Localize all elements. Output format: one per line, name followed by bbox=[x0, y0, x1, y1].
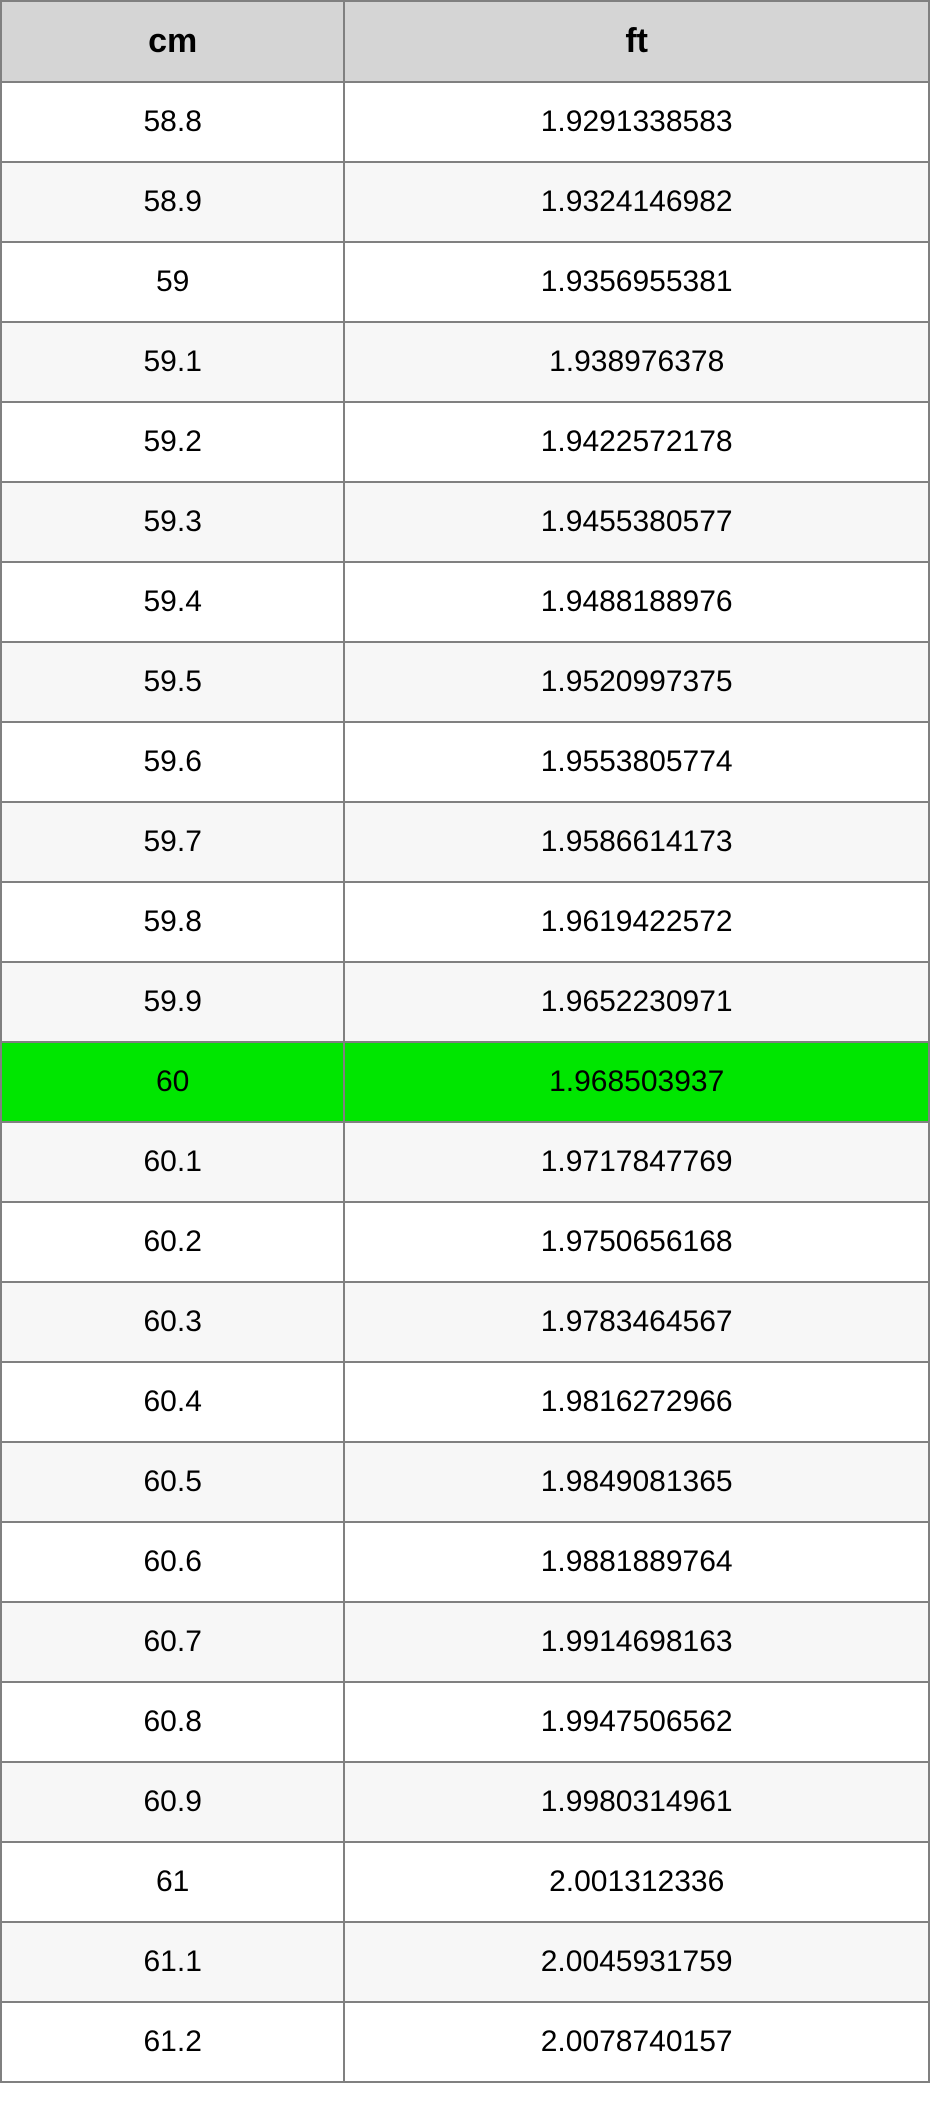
cell-ft: 1.9980314961 bbox=[344, 1762, 929, 1842]
cell-ft: 1.968503937 bbox=[344, 1042, 929, 1122]
table-row: 60.11.9717847769 bbox=[1, 1122, 929, 1202]
conversion-table: cm ft 58.81.929133858358.91.932414698259… bbox=[0, 0, 930, 2083]
cell-ft: 1.9586614173 bbox=[344, 802, 929, 882]
table-row: 612.001312336 bbox=[1, 1842, 929, 1922]
table-row: 61.12.0045931759 bbox=[1, 1922, 929, 2002]
cell-cm: 60.6 bbox=[1, 1522, 344, 1602]
cell-cm: 61.2 bbox=[1, 2002, 344, 2082]
cell-ft: 1.9422572178 bbox=[344, 402, 929, 482]
table-row: 59.61.9553805774 bbox=[1, 722, 929, 802]
cell-cm: 61.1 bbox=[1, 1922, 344, 2002]
cell-ft: 1.9914698163 bbox=[344, 1602, 929, 1682]
table-row: 59.71.9586614173 bbox=[1, 802, 929, 882]
cell-cm: 59.3 bbox=[1, 482, 344, 562]
table-row: 61.22.0078740157 bbox=[1, 2002, 929, 2082]
cell-ft: 1.9356955381 bbox=[344, 242, 929, 322]
table-row: 59.41.9488188976 bbox=[1, 562, 929, 642]
table-row: 60.81.9947506562 bbox=[1, 1682, 929, 1762]
table-row: 60.41.9816272966 bbox=[1, 1362, 929, 1442]
cell-ft: 1.9488188976 bbox=[344, 562, 929, 642]
cell-ft: 1.938976378 bbox=[344, 322, 929, 402]
cell-cm: 59.8 bbox=[1, 882, 344, 962]
cell-ft: 1.9291338583 bbox=[344, 82, 929, 162]
cell-cm: 59.4 bbox=[1, 562, 344, 642]
cell-ft: 1.9455380577 bbox=[344, 482, 929, 562]
cell-cm: 60.9 bbox=[1, 1762, 344, 1842]
cell-cm: 59.1 bbox=[1, 322, 344, 402]
cell-ft: 1.9881889764 bbox=[344, 1522, 929, 1602]
cell-ft: 1.9816272966 bbox=[344, 1362, 929, 1442]
cell-ft: 1.9553805774 bbox=[344, 722, 929, 802]
cell-ft: 1.9324146982 bbox=[344, 162, 929, 242]
cell-ft: 2.0045931759 bbox=[344, 1922, 929, 2002]
cell-cm: 59.9 bbox=[1, 962, 344, 1042]
cell-ft: 1.9849081365 bbox=[344, 1442, 929, 1522]
cell-ft: 1.9652230971 bbox=[344, 962, 929, 1042]
table-row: 60.31.9783464567 bbox=[1, 1282, 929, 1362]
cell-cm: 60.5 bbox=[1, 1442, 344, 1522]
table-row: 59.11.938976378 bbox=[1, 322, 929, 402]
cell-cm: 61 bbox=[1, 1842, 344, 1922]
column-header-ft: ft bbox=[344, 1, 929, 82]
cell-cm: 59 bbox=[1, 242, 344, 322]
cell-cm: 60 bbox=[1, 1042, 344, 1122]
cell-ft: 1.9947506562 bbox=[344, 1682, 929, 1762]
cell-cm: 58.9 bbox=[1, 162, 344, 242]
cell-cm: 59.6 bbox=[1, 722, 344, 802]
table-header-row: cm ft bbox=[1, 1, 929, 82]
cell-cm: 58.8 bbox=[1, 82, 344, 162]
table-header: cm ft bbox=[1, 1, 929, 82]
table-row: 59.91.9652230971 bbox=[1, 962, 929, 1042]
table-row: 60.21.9750656168 bbox=[1, 1202, 929, 1282]
table-row: 60.71.9914698163 bbox=[1, 1602, 929, 1682]
cell-cm: 60.2 bbox=[1, 1202, 344, 1282]
cell-ft: 1.9750656168 bbox=[344, 1202, 929, 1282]
table-row: 601.968503937 bbox=[1, 1042, 929, 1122]
table-row: 58.91.9324146982 bbox=[1, 162, 929, 242]
table-row: 60.91.9980314961 bbox=[1, 1762, 929, 1842]
table-row: 59.81.9619422572 bbox=[1, 882, 929, 962]
table-row: 59.21.9422572178 bbox=[1, 402, 929, 482]
cell-ft: 2.0078740157 bbox=[344, 2002, 929, 2082]
cell-cm: 60.7 bbox=[1, 1602, 344, 1682]
table-row: 60.61.9881889764 bbox=[1, 1522, 929, 1602]
table-row: 59.51.9520997375 bbox=[1, 642, 929, 722]
cell-cm: 60.4 bbox=[1, 1362, 344, 1442]
table-row: 59.31.9455380577 bbox=[1, 482, 929, 562]
cell-ft: 1.9619422572 bbox=[344, 882, 929, 962]
table-row: 60.51.9849081365 bbox=[1, 1442, 929, 1522]
cell-ft: 1.9717847769 bbox=[344, 1122, 929, 1202]
conversion-table-container: cm ft 58.81.929133858358.91.932414698259… bbox=[0, 0, 930, 2083]
table-row: 591.9356955381 bbox=[1, 242, 929, 322]
cell-cm: 60.3 bbox=[1, 1282, 344, 1362]
cell-cm: 60.1 bbox=[1, 1122, 344, 1202]
cell-ft: 1.9783464567 bbox=[344, 1282, 929, 1362]
table-body: 58.81.929133858358.91.9324146982591.9356… bbox=[1, 82, 929, 2082]
cell-ft: 1.9520997375 bbox=[344, 642, 929, 722]
cell-cm: 60.8 bbox=[1, 1682, 344, 1762]
cell-ft: 2.001312336 bbox=[344, 1842, 929, 1922]
cell-cm: 59.2 bbox=[1, 402, 344, 482]
cell-cm: 59.5 bbox=[1, 642, 344, 722]
table-row: 58.81.9291338583 bbox=[1, 82, 929, 162]
cell-cm: 59.7 bbox=[1, 802, 344, 882]
column-header-cm: cm bbox=[1, 1, 344, 82]
